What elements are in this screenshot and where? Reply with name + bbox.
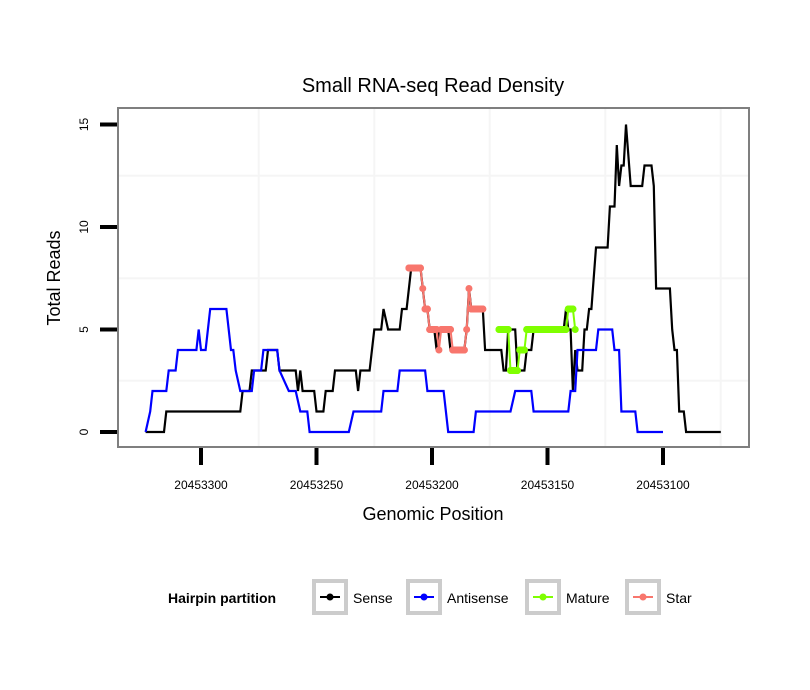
legend-key-box: [406, 579, 442, 615]
series-line-mature: [499, 308, 577, 372]
data-point-star: [419, 285, 427, 292]
legend-key-point: [420, 593, 428, 601]
legend-label: Mature: [566, 590, 610, 606]
legend-key-point: [639, 593, 647, 601]
series-line-antisense: [144, 307, 663, 434]
legend-title: Hairpin partition: [168, 590, 276, 606]
y-axis: 0 5 10 15: [77, 118, 117, 435]
y-axis-title: Total Reads: [44, 230, 64, 325]
legend: Hairpin partition Sense Antisense Mature St…: [168, 579, 692, 615]
x-axis-title: Genomic Position: [362, 504, 503, 524]
legend-label: Antisense: [447, 590, 509, 606]
x-tick-label: 20453250: [290, 478, 344, 492]
series-mature: [495, 305, 579, 374]
series-star: [405, 264, 487, 354]
x-tick-label: 20453300: [174, 478, 228, 492]
legend-item-star: Star: [625, 579, 692, 615]
y-tick-label: 10: [77, 220, 91, 234]
data-point-star: [435, 346, 443, 354]
legend-key-point: [539, 593, 547, 601]
chart-title: Small RNA-seq Read Density: [302, 75, 564, 97]
x-tick-label: 20453100: [636, 478, 690, 492]
data-point-star: [463, 326, 471, 333]
x-tick-label: 20453200: [405, 478, 459, 492]
series-antisense: [144, 307, 663, 434]
y-tick-label: 5: [77, 326, 91, 333]
legend-key-point: [326, 593, 334, 601]
x-axis: 20453300 20453250 20453200 20453150 20453100: [174, 448, 690, 492]
legend-item-mature: Mature: [525, 579, 610, 615]
data-point-star: [465, 285, 473, 292]
grid-lines: [119, 109, 748, 446]
panel-border: [117, 107, 750, 448]
x-tick-label: 20453150: [521, 478, 575, 492]
legend-item-sense: Sense: [312, 579, 393, 615]
legend-item-antisense: Antisense: [406, 579, 509, 615]
legend-label: Sense: [353, 590, 393, 606]
data-point-mature: [571, 326, 579, 333]
y-tick-label: 15: [77, 118, 91, 132]
y-tick-label: 0: [77, 428, 91, 435]
legend-label: Star: [666, 590, 692, 606]
series-layer: [144, 124, 721, 434]
